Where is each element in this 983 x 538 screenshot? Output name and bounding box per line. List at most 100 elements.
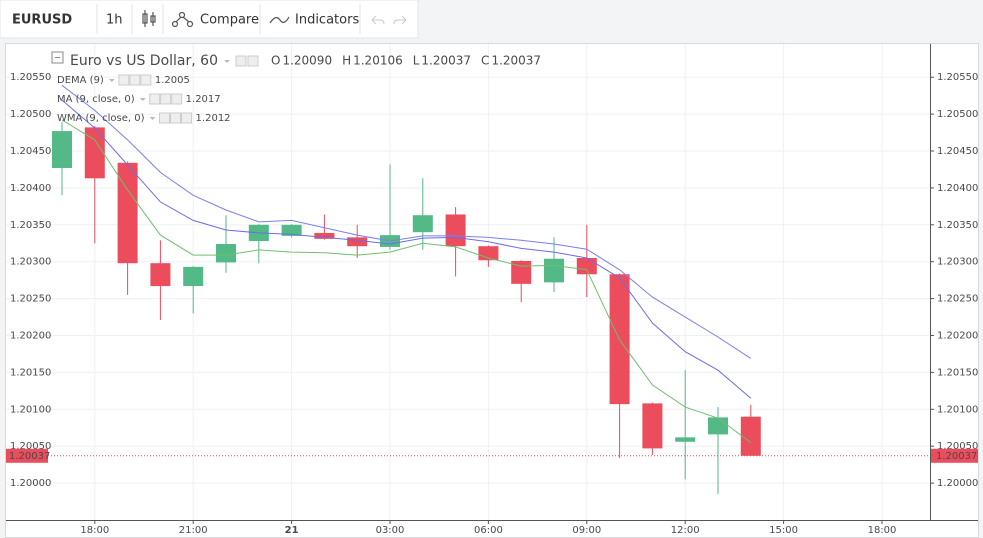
y-tick-label: 1.20050 — [937, 441, 978, 452]
candle-body — [216, 243, 236, 263]
y-tick-label: 1.20150 — [937, 367, 978, 378]
y-tick-label: 1.20400 — [937, 183, 978, 194]
y-tick-label: 1.20250 — [937, 294, 978, 305]
dropdown — [139, 98, 146, 101]
candle-body — [412, 215, 433, 233]
y-tick-label: 1.20200 — [10, 331, 51, 342]
ohlc-value: 1.20090 — [282, 54, 332, 68]
x-tick-label: 09:00 — [572, 525, 601, 536]
y-tick-label: 1.20500 — [10, 109, 51, 120]
ohlc-key: L — [413, 54, 420, 68]
last-price-label: 1.20037 — [9, 451, 50, 462]
candle-body — [642, 403, 663, 449]
indicator-control — [171, 93, 183, 105]
x-tick-label: 03:00 — [376, 525, 405, 536]
y-tick-label: 1.20300 — [937, 257, 978, 268]
y-tick-label: 1.20550 — [10, 72, 51, 83]
y-tick-label: 1.20400 — [10, 183, 51, 194]
candle-body — [281, 224, 302, 236]
y-tick-label: 1.20550 — [937, 72, 978, 83]
indicator-control — [118, 74, 130, 86]
y-tick-label: 1.20350 — [10, 220, 51, 231]
y-tick-label: 1.20500 — [937, 109, 978, 120]
y-tick-label: 1.20250 — [10, 294, 51, 305]
candle-body — [183, 266, 204, 287]
interval[interactable]: 1h — [106, 13, 123, 28]
x-tick-label: 21 — [285, 525, 299, 536]
title-control — [235, 55, 247, 67]
compare-icon[interactable] — [171, 11, 194, 28]
ohlc-value: 1.20037 — [491, 54, 541, 68]
y-tick-label: 1.20100 — [937, 404, 978, 415]
last-price-marker — [6, 448, 48, 463]
x-tick-label: 12:00 — [671, 525, 700, 536]
ohlc-value: 1.20106 — [353, 54, 403, 68]
y-tick-label: 1.20000 — [10, 478, 51, 489]
indicator-control — [170, 112, 182, 124]
x-tick-label: 06:00 — [474, 525, 503, 536]
indicator-control — [149, 93, 161, 105]
indicator-control — [129, 74, 141, 86]
y-tick-label: 1.20050 — [10, 441, 51, 452]
last-price-marker — [931, 448, 978, 463]
ohlc-key: O — [271, 54, 280, 68]
y-tick-label: 1.20450 — [10, 146, 51, 157]
indicator-control — [181, 112, 193, 124]
ohlc-key: C — [481, 54, 489, 68]
indicator-name: MA (9, close, 0) — [57, 94, 135, 105]
y-tick-label: 1.20000 — [937, 478, 978, 489]
candle-body — [347, 237, 368, 247]
x-tick-label: 18:00 — [80, 525, 109, 536]
indicator-line — [61, 99, 752, 399]
x-tick-label: 21:00 — [179, 525, 208, 536]
candle-body — [314, 232, 335, 239]
candle-body — [544, 258, 564, 283]
chart-title: Euro vs US Dollar, 60 — [70, 53, 218, 69]
dropdown — [108, 79, 115, 82]
candle-icon[interactable] — [142, 10, 156, 27]
dropdown — [149, 117, 156, 120]
candle-body — [576, 258, 597, 275]
y-tick-label: 1.20150 — [10, 367, 51, 378]
indicator-control — [140, 74, 152, 86]
indicator-control — [160, 93, 172, 105]
indicators-button[interactable]: Indicators — [295, 13, 359, 28]
candle-body — [52, 131, 72, 168]
dropdown — [223, 60, 230, 63]
compare-button[interactable]: Compare — [200, 13, 259, 28]
symbol[interactable]: EURUSD — [12, 13, 72, 28]
candle-body — [708, 417, 728, 435]
indicator-value: 1.2012 — [196, 113, 231, 124]
candle-body — [84, 127, 105, 179]
candle-body — [150, 263, 171, 287]
indicator-value: 1.2017 — [186, 94, 221, 105]
y-tick-label: 1.20200 — [937, 331, 978, 342]
indicator-value: 1.2005 — [155, 75, 190, 86]
indicators-icon[interactable] — [269, 16, 290, 24]
candle-body — [511, 260, 532, 284]
candle-body — [445, 214, 466, 247]
toolbar — [0, 0, 419, 39]
indicator-name: WMA (9, close, 0) — [57, 113, 145, 124]
undo[interactable] — [371, 15, 385, 25]
redo[interactable] — [393, 15, 407, 25]
plot — [6, 44, 930, 520]
y-tick-label: 1.20300 — [10, 257, 51, 268]
candle-body — [675, 437, 696, 442]
title-control — [247, 55, 259, 67]
indicator-line — [61, 84, 752, 359]
ohlc-value: 1.20037 — [421, 54, 471, 68]
x-tick-label: 18:00 — [868, 525, 897, 536]
ohlc-key: H — [342, 54, 351, 68]
y-tick-label: 1.20350 — [937, 220, 978, 231]
last-price-label: 1.20037 — [936, 451, 977, 462]
candle-body — [740, 416, 761, 456]
y-tick-label: 1.20100 — [10, 404, 51, 415]
chart-frame — [5, 43, 979, 538]
y-tick-label: 1.20450 — [937, 146, 978, 157]
candle-body — [117, 162, 138, 264]
indicator-control — [159, 112, 171, 124]
x-tick-label: 15:00 — [769, 525, 798, 536]
indicator-name: DEMA (9) — [57, 75, 104, 86]
